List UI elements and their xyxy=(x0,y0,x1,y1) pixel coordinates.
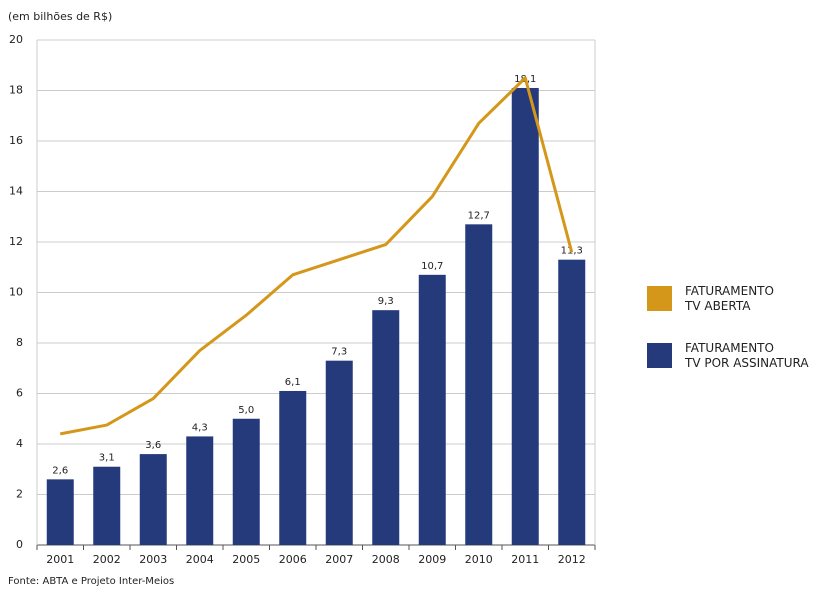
y-tick-label: 20 xyxy=(9,33,23,46)
bar xyxy=(511,87,539,545)
x-tick-label: 2009 xyxy=(418,553,446,566)
x-tick-label: 2001 xyxy=(46,553,74,566)
legend-label: FATURAMENTO TV POR ASSINATURA xyxy=(685,341,809,370)
y-tick-label: 0 xyxy=(16,538,23,551)
legend-swatch xyxy=(647,286,672,311)
bar xyxy=(232,418,260,545)
data-label: 6,1 xyxy=(285,377,301,388)
line xyxy=(59,76,574,436)
x-tick-label: 2007 xyxy=(325,553,353,566)
data-label: 4,3 xyxy=(192,422,208,433)
x-tick-label: 2012 xyxy=(558,553,586,566)
bar xyxy=(93,466,121,545)
data-label: 3,1 xyxy=(99,453,115,464)
data-label: 7,3 xyxy=(331,347,347,358)
y-tick-label: 12 xyxy=(9,235,23,248)
x-tick-label: 2005 xyxy=(232,553,260,566)
y-tick-label: 2 xyxy=(16,488,23,501)
bar xyxy=(418,274,446,545)
data-label: 5,0 xyxy=(238,405,254,416)
x-tick-label: 2003 xyxy=(139,553,167,566)
x-tick-label: 2010 xyxy=(465,553,493,566)
data-label: 12,7 xyxy=(468,210,490,221)
y-tick-label: 4 xyxy=(16,437,23,450)
legend-swatch xyxy=(647,343,672,368)
bar xyxy=(139,454,167,545)
y-tick-label: 14 xyxy=(9,185,23,198)
x-tick-label: 2008 xyxy=(372,553,400,566)
data-label: 2,6 xyxy=(52,465,68,476)
bar xyxy=(558,259,586,545)
y-tick-label: 8 xyxy=(16,336,23,349)
bar xyxy=(465,224,493,545)
y-tick-label: 18 xyxy=(9,84,23,97)
bar xyxy=(372,310,400,545)
source: Fonte: ABTA e Projeto Inter-Meios xyxy=(8,576,174,587)
x-tick-label: 2004 xyxy=(186,553,214,566)
bar xyxy=(279,390,307,545)
y-tick-label: 10 xyxy=(9,286,23,299)
y-tick-label: 16 xyxy=(9,134,23,147)
bar xyxy=(186,436,214,545)
data-label: 9,3 xyxy=(378,296,394,307)
x-tick-label: 2011 xyxy=(511,553,539,566)
bar xyxy=(46,479,74,545)
y-tick-label: 6 xyxy=(16,387,23,400)
data-label: 10,7 xyxy=(421,261,443,272)
data-label: 3,6 xyxy=(145,440,161,451)
bar xyxy=(325,360,353,545)
legend-label: FATURAMENTO TV ABERTA xyxy=(685,284,774,313)
chart-title: (em bilhões de R$) xyxy=(8,10,112,23)
x-tick-label: 2002 xyxy=(93,553,121,566)
x-tick-label: 2006 xyxy=(279,553,307,566)
